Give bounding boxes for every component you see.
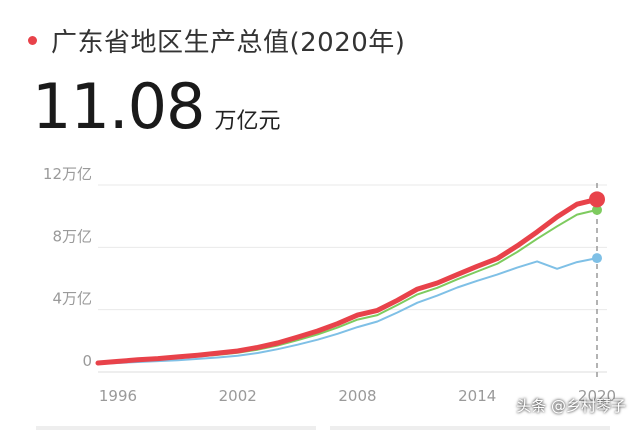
headline-unit: 万亿元 xyxy=(214,109,281,134)
series-line-0 xyxy=(95,196,600,366)
series-endpoint-2 xyxy=(592,253,602,264)
y-tick-label-1: 4万亿 xyxy=(52,290,92,308)
watermark: 头条 @乡村琴子 xyxy=(516,397,626,415)
x-tick-label-2: 2008 xyxy=(338,387,376,405)
chart-title: 广东省地区生产总值(2020年) xyxy=(51,28,406,58)
y-tick-label-3: 12万亿 xyxy=(43,165,92,183)
title-bullet-dot xyxy=(28,36,37,45)
x-tick-label-4: 2020 xyxy=(578,387,616,405)
gdp-line-chart: 0 4万亿 8万亿 12万亿 1996 2002 2008 2014 2020 xyxy=(43,165,616,405)
footer-bar-right xyxy=(330,426,610,430)
x-tick-label-3: 2014 xyxy=(458,387,496,405)
series-endpoint-1 xyxy=(592,204,602,215)
x-tick-label-0: 1996 xyxy=(99,387,137,405)
x-tick-label-1: 2002 xyxy=(219,387,257,405)
series-line-1 xyxy=(97,208,598,365)
chart-header: 广东省地区生产总值(2020年) xyxy=(28,22,405,59)
y-tick-label-0: 0 xyxy=(82,352,92,370)
footer-bar-left xyxy=(36,426,316,430)
headline-value-row: 11.08 万亿元 xyxy=(32,70,281,143)
series-endpoint-0 xyxy=(589,191,605,208)
y-tick-label-2: 8万亿 xyxy=(52,227,92,245)
headline-value: 11.08 xyxy=(32,70,205,143)
series-line-2 xyxy=(97,257,598,365)
